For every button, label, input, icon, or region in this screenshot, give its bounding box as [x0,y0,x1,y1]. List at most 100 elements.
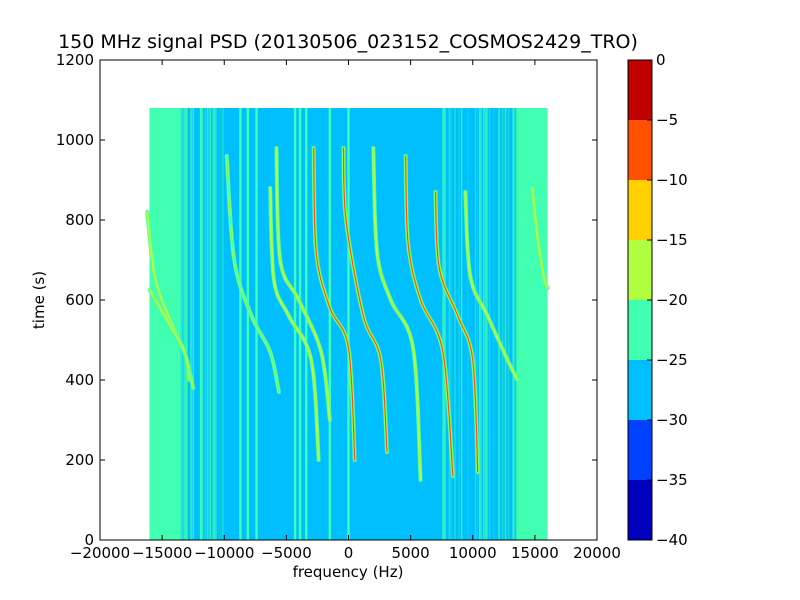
y-tick-label: 0 [84,531,94,549]
colorbar-segment [628,240,652,300]
colorbar-tick-label: −10 [656,171,688,189]
edge-speckle [487,108,489,540]
edge-speckle [181,108,183,540]
x-tick-label: −5000 [261,544,312,562]
y-tick-label: 600 [65,291,94,309]
edge-speckle [199,108,201,540]
edge-speckle [476,108,478,540]
edge-speckle [498,108,501,540]
vertical-line [239,108,242,540]
x-axis-label: frequency (Hz) [293,563,404,581]
edge-speckle [209,108,211,540]
colorbar-segment [628,420,652,480]
doppler-trace [342,147,388,453]
plot-area [145,108,550,540]
colorbar-tick-label: −35 [656,471,688,489]
edge-speckle [222,108,224,540]
edge-speckle [207,108,209,540]
edge-speckle [184,108,186,540]
edge-speckle [454,108,456,540]
edge-speckle [498,108,500,540]
edge-speckle [450,108,452,540]
edge-speckle [222,108,224,540]
edge-speckle [479,108,481,540]
doppler-trace [226,155,280,393]
edge-speckle [213,108,215,540]
colorbar-segment [628,120,652,180]
edge-speckle [192,108,195,540]
x-tick-label: 15000 [511,544,559,562]
left-edge-band [149,108,181,540]
edge-speckle [183,108,185,540]
x-axis: −20000 −15000 −10000 −5000 0 5000 10000 15000 20… [70,60,621,562]
doppler-trace [275,147,331,421]
x-tick-label: −10000 [194,544,254,562]
edge-speckle [204,108,206,540]
vertical-line [298,108,302,540]
edge-speckle [184,108,185,540]
y-axis: 0 200 400 600 800 1000 1200 [56,51,597,549]
doppler-trace [464,191,519,381]
vertical-line [246,108,250,540]
edge-speckle [210,108,212,540]
edge-speckle [512,108,515,540]
edge-speckle [442,108,444,540]
x-tick-label: −15000 [132,544,192,562]
edge-speckle [184,108,186,540]
edge-speckle [185,108,188,540]
edge-speckle [184,108,186,540]
edge-speckle [514,108,516,540]
y-tick-label: 1000 [56,131,94,149]
colorbar-tick-label: −40 [656,531,688,549]
colorbar-tick-label: −25 [656,351,688,369]
colorbar-segment [628,360,652,420]
right-edge-band [516,108,548,540]
colorbar-tick-label: 0 [656,51,666,69]
colorbar-tick-label: −15 [656,231,688,249]
vertical-line [347,108,350,540]
edge-speckle [502,108,504,540]
vertical-line [328,108,332,540]
edge-speckle [444,108,446,540]
edge-speckle [508,108,510,540]
doppler-trace [313,147,356,461]
edge-speckle [202,108,203,540]
x-tick-label: −20000 [70,544,130,562]
x-tick-label: 10000 [449,544,497,562]
colorbar-segment [628,180,652,240]
doppler-trace [531,187,548,289]
edge-speckle [454,108,456,540]
colorbar: 0 −5 −10 −15 −20 −25 −30 −35 −40 [627,51,688,549]
doppler-traces [145,146,550,482]
edge-speckle [209,108,211,540]
x-tick-label: 20000 [573,544,621,562]
edge-speckle [481,108,483,540]
edge-speckle [200,108,203,540]
edge-speckle [474,108,477,540]
y-tick-label: 1200 [56,51,94,69]
edge-speckle [448,108,450,540]
edge-speckle [206,108,209,540]
edge-speckle [211,108,214,540]
doppler-trace [372,147,422,481]
edge-speckle [506,108,507,540]
colorbar-tick-label: −5 [656,111,678,129]
edge-speckle [467,108,469,540]
doppler-trace [434,191,479,473]
y-tick-label: 400 [65,371,94,389]
colorbar-tick-label: −30 [656,411,688,429]
edge-speckle [215,108,217,540]
edge-speckle [209,108,212,540]
y-tick-label: 800 [65,211,94,229]
x-tick-label: 5000 [392,544,430,562]
edge-speckle [483,108,485,540]
x-tick-label: 0 [344,544,354,562]
edge-speckle [485,108,487,540]
doppler-trace [405,155,454,477]
edge-speckle [493,108,495,540]
edge-speckle [498,108,501,540]
edge-speckle [442,108,444,540]
vertical-line [305,108,308,540]
edge-speckle [504,108,507,540]
